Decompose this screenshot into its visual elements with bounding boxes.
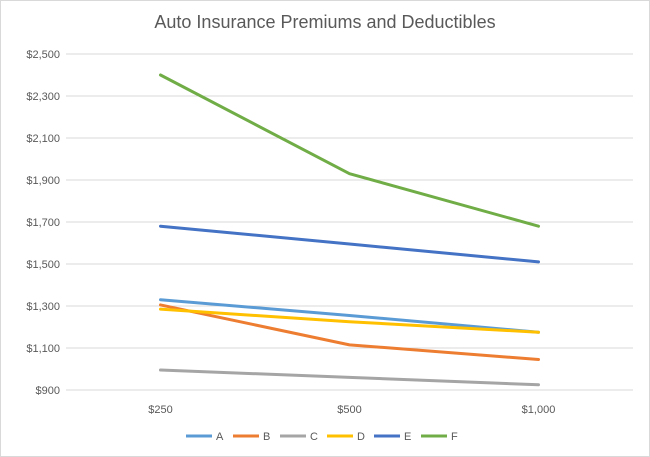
legend-item-f: F <box>421 431 458 443</box>
legend-item-a: A <box>186 431 224 443</box>
series-line-b <box>159 303 540 362</box>
y-tick-label: $1,900 <box>26 175 60 187</box>
x-tick-label: $500 <box>337 404 361 416</box>
y-tick-label: $900 <box>36 385 60 397</box>
gridlines <box>66 53 633 391</box>
y-tick-label: $2,300 <box>26 91 60 103</box>
legend-item-c: C <box>280 431 318 443</box>
legend-label: B <box>263 431 270 443</box>
legend-label: C <box>310 431 318 443</box>
legend-item-b: B <box>233 431 270 443</box>
y-axis-ticks: $900 $1,100 $1,300 $1,500 $1,700 $1,900 $2,100… <box>26 49 60 397</box>
series-lines <box>159 73 540 387</box>
series-line-d <box>159 307 540 334</box>
y-tick-label: $1,300 <box>26 301 60 313</box>
legend-item-e: E <box>374 431 411 443</box>
x-tick-label: $1,000 <box>522 404 556 416</box>
series-line-a <box>159 298 540 334</box>
series-line-e <box>159 224 540 264</box>
legend-label: A <box>216 431 224 443</box>
x-tick-label: $250 <box>148 404 172 416</box>
legend: A B C D E F <box>186 431 458 443</box>
y-tick-label: $2,100 <box>26 133 60 145</box>
legend-label: D <box>357 431 365 443</box>
x-axis-ticks: $250 $500 $1,000 <box>148 404 555 416</box>
chart-title: Auto Insurance Premiums and Deductibles <box>154 12 496 32</box>
series-line-f <box>159 73 540 228</box>
legend-label: F <box>451 431 458 443</box>
y-tick-label: $1,700 <box>26 217 60 229</box>
y-tick-label: $1,100 <box>26 343 60 355</box>
legend-item-d: D <box>327 431 365 443</box>
series-line-c <box>159 368 540 387</box>
y-tick-label: $1,500 <box>26 259 60 271</box>
y-tick-label: $2,500 <box>26 49 60 61</box>
legend-label: E <box>404 431 411 443</box>
